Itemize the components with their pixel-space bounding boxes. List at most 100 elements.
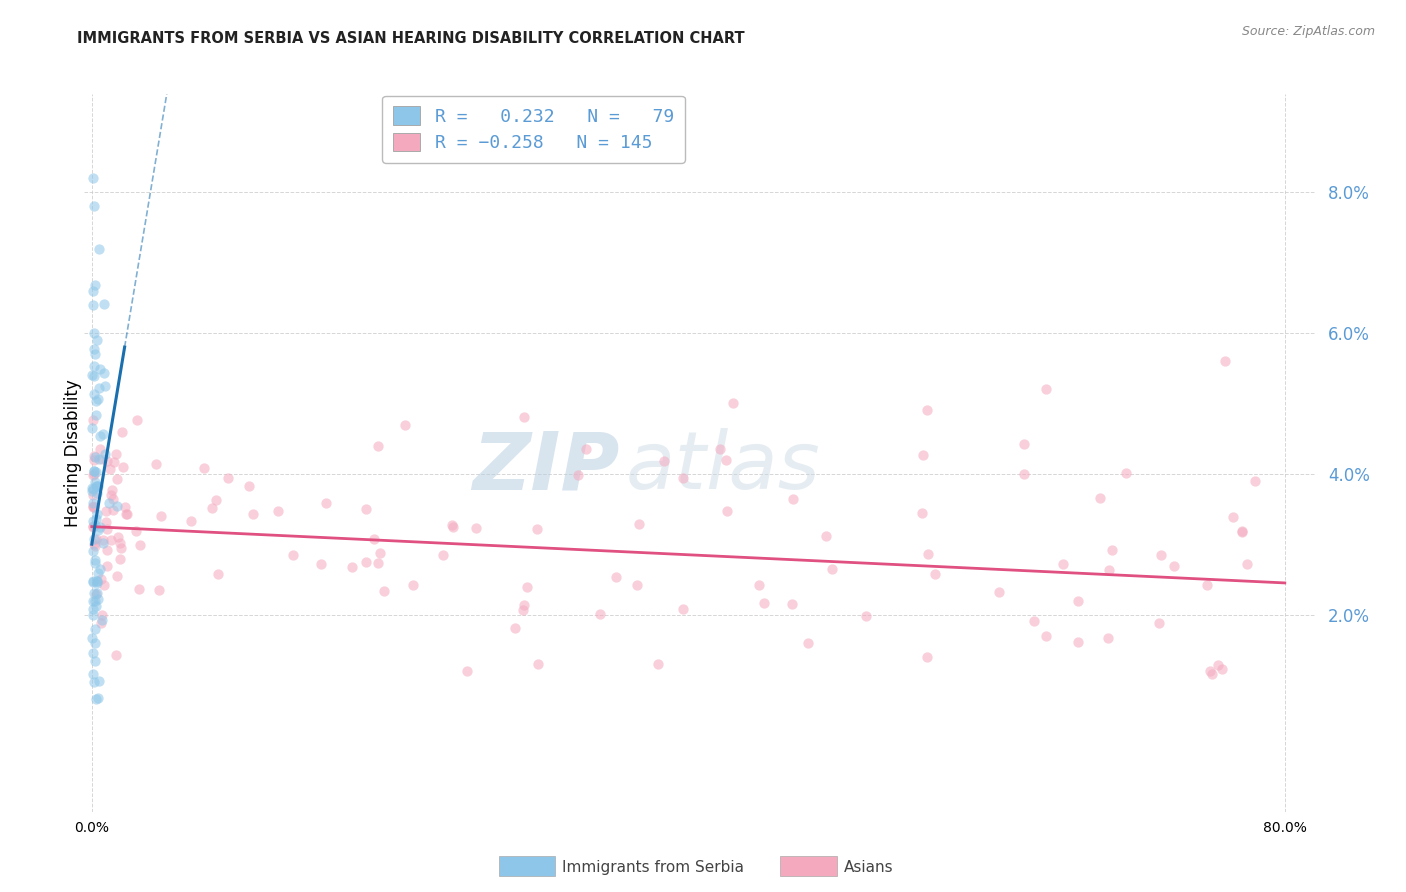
Point <box>1163 559 1185 574</box>
Point <box>402 578 425 592</box>
Point <box>82 468 104 483</box>
Point <box>83 347 105 361</box>
Point <box>1024 615 1046 629</box>
Point <box>83 199 105 213</box>
Point <box>1115 466 1137 480</box>
Point <box>91 613 114 627</box>
Point <box>89 442 111 456</box>
Point <box>89 562 111 576</box>
Point <box>90 615 112 630</box>
Point <box>125 413 148 427</box>
Point <box>82 421 104 435</box>
Text: Immigrants from Serbia: Immigrants from Serbia <box>562 860 744 874</box>
Point <box>311 557 333 571</box>
Point <box>84 599 107 613</box>
Point <box>96 454 118 468</box>
Point <box>83 387 105 401</box>
Point <box>111 425 134 439</box>
Point <box>180 514 202 528</box>
Point <box>367 556 389 570</box>
Point <box>1090 491 1112 506</box>
Point <box>912 448 935 462</box>
Point <box>86 478 108 492</box>
Point <box>516 580 538 594</box>
Point <box>368 546 391 560</box>
Point <box>86 523 108 537</box>
Point <box>84 518 107 533</box>
Point <box>86 576 108 591</box>
Point <box>86 392 108 406</box>
Point <box>84 394 107 409</box>
Point <box>1199 664 1222 678</box>
Point <box>108 552 131 566</box>
Point <box>83 636 105 650</box>
Point <box>988 585 1011 599</box>
Point <box>86 485 108 500</box>
Point <box>82 488 104 502</box>
Point <box>96 543 118 558</box>
Point <box>84 277 107 292</box>
Point <box>96 559 118 574</box>
Point <box>115 508 138 522</box>
Point <box>111 459 134 474</box>
Y-axis label: Hearing Disability: Hearing Disability <box>65 379 82 526</box>
Point <box>91 536 114 550</box>
Point <box>354 501 377 516</box>
Point <box>716 453 738 467</box>
Point <box>1098 563 1121 577</box>
Point <box>86 692 108 706</box>
Point <box>83 532 105 546</box>
Point <box>373 583 395 598</box>
Point <box>652 454 675 468</box>
Point <box>217 471 239 485</box>
Point <box>567 468 589 483</box>
Point <box>82 646 104 660</box>
Point <box>128 582 150 596</box>
Point <box>1066 634 1088 648</box>
Point <box>513 410 536 425</box>
Point <box>84 466 107 480</box>
Point <box>672 601 695 615</box>
Point <box>84 532 107 546</box>
Point <box>107 530 129 544</box>
Point <box>82 631 104 645</box>
Point <box>1244 474 1267 488</box>
Text: Asians: Asians <box>844 860 893 874</box>
Point <box>86 479 108 493</box>
Point <box>86 333 108 347</box>
Point <box>87 479 110 493</box>
Point <box>83 500 105 515</box>
Point <box>917 547 939 561</box>
Point <box>242 508 264 522</box>
Point <box>89 674 111 689</box>
Point <box>83 467 105 481</box>
Point <box>432 548 454 562</box>
Point <box>86 691 108 706</box>
Legend: R =   0.232   N =   79, R = −0.258   N = 145: R = 0.232 N = 79, R = −0.258 N = 145 <box>382 95 685 163</box>
Point <box>87 592 110 607</box>
Point <box>193 461 215 475</box>
Point <box>238 478 260 492</box>
Point <box>1052 557 1074 571</box>
Point <box>84 450 107 464</box>
Point <box>145 457 167 471</box>
Point <box>82 607 104 622</box>
Point <box>83 537 105 551</box>
Point <box>125 524 148 538</box>
Point <box>83 464 105 478</box>
Point <box>1236 557 1258 571</box>
Point <box>1201 667 1223 681</box>
Point <box>91 426 114 441</box>
Point <box>87 451 110 466</box>
Point <box>114 500 136 514</box>
Point <box>441 520 464 534</box>
Point <box>98 462 121 476</box>
Point <box>354 555 377 569</box>
Point <box>93 297 115 311</box>
Point <box>82 602 104 616</box>
Point <box>721 396 744 410</box>
Point <box>83 359 105 374</box>
Point <box>1213 354 1236 368</box>
Point <box>96 503 118 517</box>
Point <box>1012 437 1035 451</box>
